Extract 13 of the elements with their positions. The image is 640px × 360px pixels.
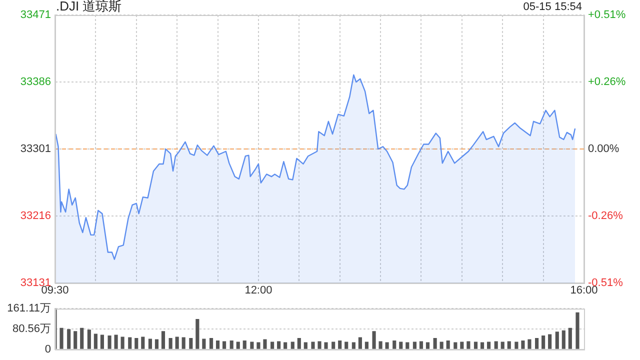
- y2-tick-label: -0.26%: [588, 210, 624, 222]
- y-tick-label: 33301: [20, 143, 51, 156]
- y2-tick-label: +0.51%: [588, 9, 626, 22]
- y2-tick-label: +0.26%: [588, 76, 626, 88]
- y-tick-label: 80.56万: [12, 323, 51, 336]
- y-tick-label: 33471: [20, 9, 51, 22]
- y-tick-label: 33386: [20, 76, 51, 88]
- y-tick-label: 0: [44, 343, 51, 356]
- text: 05-15 15:54: [523, 1, 582, 14]
- y-tick-label: 161.11万: [7, 302, 51, 315]
- y2-tick-label: 0.00%: [588, 143, 620, 156]
- x-tick-label: 12:00: [244, 284, 272, 297]
- y-tick-label: 33216: [20, 210, 51, 222]
